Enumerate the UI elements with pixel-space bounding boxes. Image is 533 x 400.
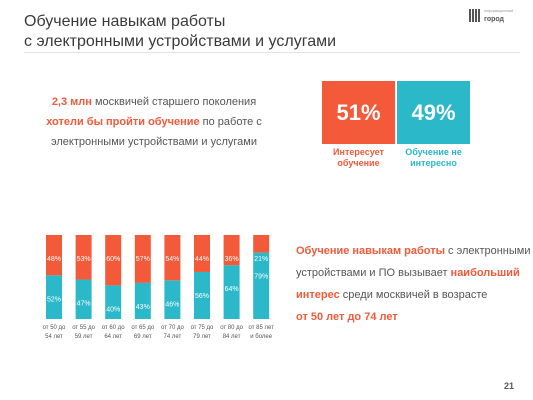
interested-bar-segment	[75, 235, 92, 280]
x-tick-label: 79 лет	[193, 334, 211, 340]
interested-bar-segment	[223, 235, 240, 266]
interested-bar-segment	[164, 235, 181, 281]
not-interested-label: Обучение не интересно	[397, 147, 470, 169]
intro-highlight-count: 2,3 млн	[51, 96, 92, 108]
not-interested-bar-segment	[253, 252, 270, 319]
not-interested-bar-segment	[194, 271, 210, 319]
interested-percent-box: 51%	[322, 81, 395, 144]
x-tick-label: 74 лет	[164, 334, 182, 340]
logo-wordmark: город	[484, 16, 505, 23]
not-interested-label-line-2: интересно	[410, 158, 457, 168]
conclusion-text: Обучение навыкам работы с электронными у…	[296, 240, 531, 328]
interested-data-label: 57%	[136, 256, 150, 263]
intro-line-2: хотели бы пройти обучение по работе с	[40, 112, 268, 132]
not-interested-data-label: 64%	[225, 286, 239, 293]
x-tick-label: 69 лет	[134, 334, 152, 340]
interested-data-label: 44%	[195, 256, 209, 263]
x-tick-label: от 55 до	[72, 325, 95, 331]
x-tick-label: 64 лет	[104, 334, 122, 340]
not-interested-data-label: 40%	[106, 306, 120, 313]
intro-highlight-training: хотели бы пройти обучение	[46, 116, 200, 128]
interested-bar-segment	[194, 235, 210, 272]
x-tick-label: от 65 до	[131, 325, 154, 331]
conclusion-line-2: устройствами и ПО вызывает наибольший	[296, 262, 526, 284]
intro-line-2-text: по работе с	[199, 116, 262, 128]
interested-data-label: 36%	[225, 256, 239, 263]
not-interested-data-label: 52%	[47, 296, 61, 303]
not-interested-data-label: 56%	[195, 293, 209, 300]
page-title-line-2: с электронными устройствами и услугами	[24, 33, 337, 50]
interested-data-label: 60%	[106, 256, 120, 263]
x-tick-label: 84 лет	[223, 334, 241, 340]
interested-label-line-2: обучение	[337, 158, 380, 168]
interested-label: Интересует обучение	[322, 147, 395, 169]
title-divider	[24, 52, 520, 53]
intro-line-1-text: москвичей старшего поколения	[91, 96, 257, 108]
conclusion-highlight-greatest: наибольший	[450, 267, 520, 279]
not-interested-data-label: 46%	[165, 301, 179, 308]
page-number: 21	[504, 381, 515, 391]
x-tick-label: 54 лет	[45, 334, 63, 340]
conclusion-highlight-skills: Обучение навыкам работы	[296, 245, 445, 257]
not-interested-bar-segment	[134, 282, 151, 319]
interested-data-label: 21%	[254, 256, 268, 263]
not-interested-percent-box: 49%	[397, 81, 470, 144]
interested-bar-segment	[105, 235, 122, 286]
x-tick-label: от 75 до	[191, 325, 214, 331]
conclusion-highlight-age-range: от 50 лет до 74 лет	[296, 311, 398, 323]
conclusion-line-3-text: среди москвичей в возрасте	[339, 289, 488, 301]
not-interested-bar-segment	[75, 279, 92, 319]
intro-text: 2,3 млн москвичей старшего поколения хот…	[40, 92, 268, 152]
conclusion-highlight-interest: интерес	[296, 289, 340, 301]
interested-label-line-1: Интересует	[333, 147, 384, 157]
conclusion-line-3: интерес среди москвичей в возрасте	[296, 284, 526, 306]
page-title-line-1: Обучение навыкам работы	[24, 13, 226, 30]
interested-bar-segment	[253, 235, 270, 253]
intro-line-3: электронными устройствами и услугами	[51, 136, 257, 148]
book-logo-icon	[469, 9, 481, 22]
conclusion-line-1-text: с электронными	[445, 245, 531, 257]
interested-bar-segment	[134, 235, 151, 283]
x-tick-label: 59 лет	[75, 334, 93, 340]
conclusion-line-4: от 50 лет до 74 лет	[296, 306, 526, 328]
interested-data-label: 54%	[165, 256, 179, 263]
not-interested-bar-segment	[46, 275, 62, 319]
not-interested-bar-segment	[164, 280, 181, 319]
x-tick-label: и более	[250, 334, 272, 340]
x-tick-label: от 50 до	[43, 325, 66, 331]
x-tick-label: от 60 до	[102, 325, 125, 331]
conclusion-line-1: Обучение навыкам работы с электронными	[296, 240, 531, 262]
not-interested-bar-segment	[105, 285, 122, 319]
x-tick-label: от 80 до	[220, 325, 243, 331]
logo-caption: информационный	[484, 9, 514, 13]
not-interested-label-line-1: Обучение не	[405, 147, 462, 157]
interested-data-label: 48%	[47, 256, 61, 263]
x-tick-label: от 70 до	[161, 325, 184, 331]
not-interested-data-label: 43%	[136, 304, 150, 311]
not-interested-data-label: 47%	[77, 301, 91, 308]
interested-data-label: 53%	[77, 256, 91, 263]
not-interested-bar-segment	[223, 265, 240, 319]
conclusion-line-2-text: устройствами и ПО вызывает	[296, 267, 451, 279]
logo: информационный город	[469, 8, 519, 26]
x-tick-label: от 85 лет	[249, 325, 275, 331]
interested-bar-segment	[46, 235, 62, 276]
page-title: Обучение навыкам работы с электронными у…	[24, 12, 424, 52]
intro-line-1: 2,3 млн москвичей старшего поколения	[40, 92, 268, 112]
not-interested-data-label: 79%	[254, 274, 268, 281]
